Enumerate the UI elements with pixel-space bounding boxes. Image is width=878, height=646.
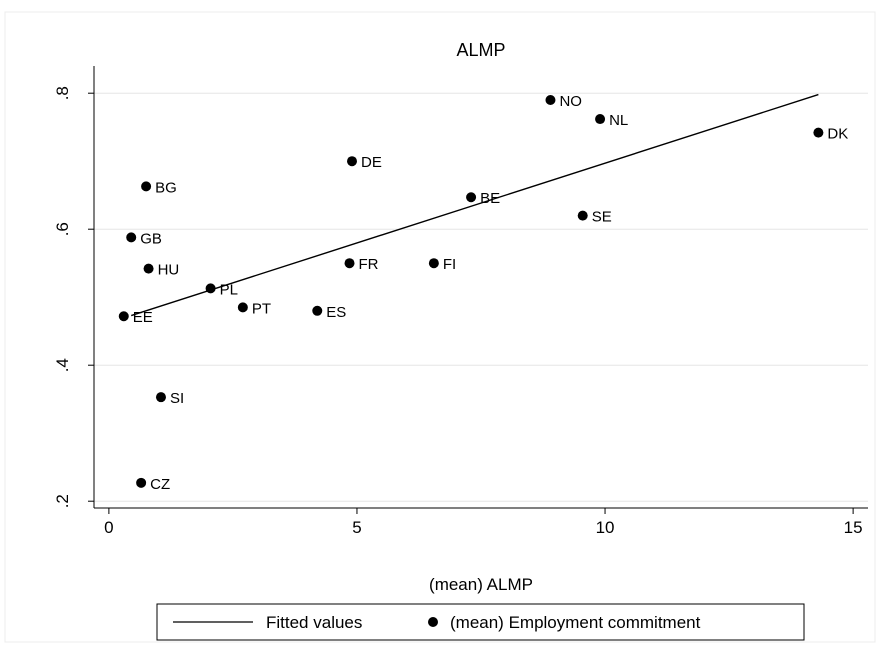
point-label-ee: EE [133,309,153,326]
y-tick-label: .2 [53,494,72,508]
point-label-be: BE [480,190,500,207]
point-label-fr: FR [359,256,379,273]
point-label-se: SE [592,209,612,226]
legend: Fitted values (mean) Employment commitme… [156,603,805,641]
legend-label-fitted: Fitted values [266,613,362,632]
chart-background [4,11,876,643]
x-tick-label: 10 [596,518,615,537]
point-label-fi: FI [443,256,456,273]
gridlines [94,92,868,502]
data-point-no [545,95,556,105]
data-point-bg [141,181,152,192]
data-point-cz [136,477,147,488]
data-point-si [155,392,166,403]
x-axis-label: (mean) ALMP [429,575,533,594]
data-point-gb [126,232,137,243]
data-point-hu [143,263,154,274]
fitted-line-layer [130,93,819,317]
x-tick-label: 0 [104,518,113,537]
point-label-dk: DK [827,126,848,143]
y-tick-label: .6 [53,222,72,236]
point-label-cz: CZ [150,476,170,493]
data-point-dk [813,127,824,138]
fitted-values-line [130,93,819,317]
data-points: NO NL DK DE BG BE SE GB FR FI HU PL PT ES EE SI CZ [118,93,848,493]
data-point-be [466,192,477,203]
data-point-pl [205,283,216,294]
y-tick-label: .4 [53,358,72,372]
data-point-ee [118,311,129,322]
point-label-nl: NL [609,112,628,129]
point-label-gb: GB [140,230,162,247]
point-label-de: DE [361,154,382,171]
point-label-es: ES [326,304,346,321]
data-point-nl [595,114,606,125]
data-point-de [347,156,357,167]
data-point-pt [237,302,248,313]
point-label-si: SI [170,390,184,407]
data-point-se [577,210,588,221]
point-label-no: NO [559,93,582,110]
legend-box [156,603,805,641]
x-tick-label: 5 [352,518,361,537]
data-point-fi [428,258,439,269]
point-label-hu: HU [158,262,180,279]
legend-label-employment: (mean) Employment commitment [450,613,701,632]
legend-marker-swatch [428,617,438,627]
point-label-pl: PL [220,281,238,298]
point-label-pt: PT [252,300,271,317]
point-label-bg: BG [155,179,177,196]
x-tick-label: 15 [844,518,863,537]
data-point-fr [344,258,355,269]
data-point-es [312,305,323,316]
chart-title: ALMP [456,40,505,60]
y-tick-label: .8 [53,86,72,100]
axes: .2 .4 .6 .8 0 5 10 15 [53,66,868,537]
